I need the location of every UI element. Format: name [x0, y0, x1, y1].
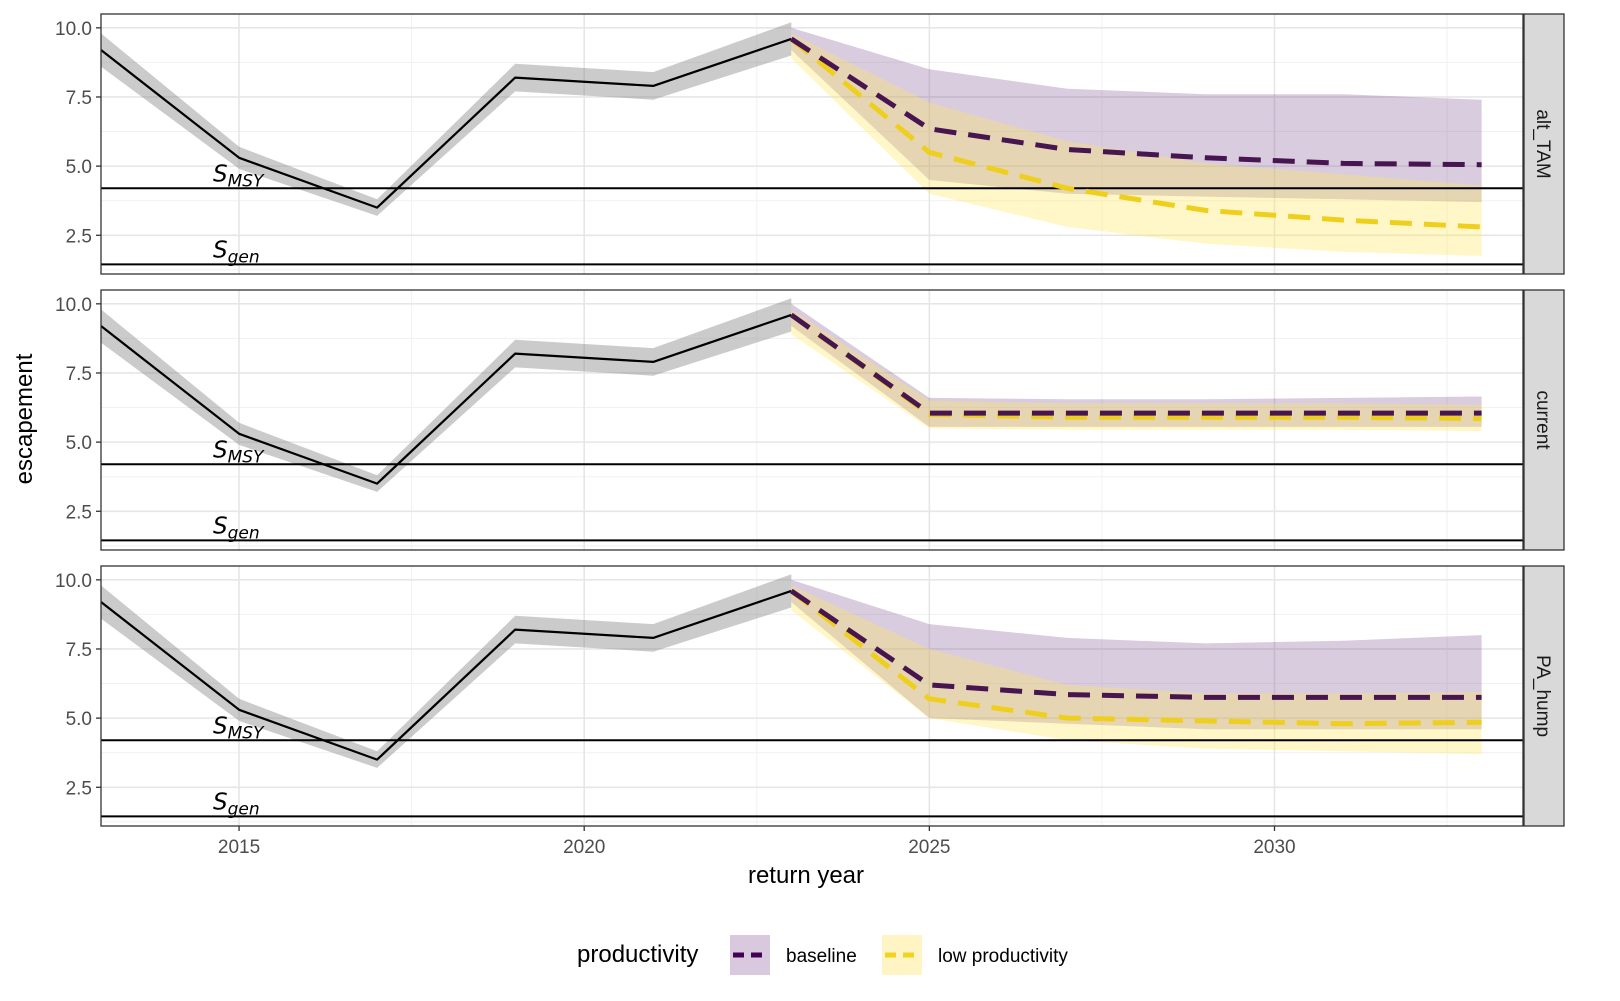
y-tick-label: 7.5	[66, 88, 92, 109]
ref-label-S_gen: Sgen	[213, 513, 260, 543]
x-tick-label: 2030	[1253, 837, 1295, 858]
ref-label-main: S	[213, 437, 228, 463]
facet-strip	[1523, 289, 1565, 551]
y-tick-label: 10.0	[55, 295, 92, 316]
facet-strip	[1523, 13, 1565, 275]
ribbon-baseline	[791, 579, 1482, 730]
ref-label-S_gen: Sgen	[213, 237, 260, 267]
y-tick-label: 2.5	[66, 502, 92, 523]
legend-title: productivity	[577, 941, 698, 968]
historical-ribbon	[101, 574, 792, 768]
ref-label-subscript: gen	[228, 799, 260, 819]
y-tick-label: 5.0	[66, 433, 92, 454]
ref-label-subscript: gen	[228, 523, 260, 543]
historical-line	[101, 589, 792, 761]
facet-strip-label: PA_hump	[1532, 655, 1553, 737]
x-tick-label: 2015	[218, 837, 260, 858]
ref-label-main: S	[213, 713, 228, 739]
panel-content	[101, 298, 1523, 542]
y-tick-label: 5.0	[66, 157, 92, 178]
line-baseline	[789, 36, 1482, 168]
y-axis-title: escapement	[11, 353, 38, 484]
ribbon-low-productivity	[791, 585, 1482, 755]
historical-line	[101, 37, 792, 209]
ref-label-S_MSY: SMSY	[213, 161, 265, 191]
ref-label-subscript: gen	[228, 247, 260, 267]
line-low-productivity	[789, 588, 1482, 727]
line-low-productivity	[789, 36, 1482, 230]
panel-content	[101, 574, 1523, 818]
line-baseline	[789, 312, 1482, 416]
x-tick-label: 2020	[563, 837, 605, 858]
x-axis-title: return year	[748, 862, 864, 889]
y-tick-label: 2.5	[66, 778, 92, 799]
panel-background	[101, 14, 1523, 274]
x-axis: 2015 2020 2025 2030	[218, 826, 1296, 858]
x-tick-label: 2025	[908, 837, 950, 858]
ref-label-S_gen: Sgen	[213, 789, 260, 819]
panel-border	[100, 565, 1524, 827]
ref-label-S_MSY: SMSY	[213, 437, 265, 467]
line-baseline	[789, 588, 1482, 700]
ribbon-baseline	[791, 27, 1482, 203]
legend-label: baseline	[786, 946, 857, 967]
ref-label-main: S	[213, 161, 228, 187]
y-tick-label: 5.0	[66, 709, 92, 730]
facet-strip-label: current	[1532, 390, 1553, 450]
ref-label-subscript: MSY	[228, 723, 265, 743]
y-tick-label: 2.5	[66, 226, 92, 247]
ref-label-main: S	[213, 789, 228, 815]
y-tick-label: 10.0	[55, 19, 92, 40]
ref-label-S_MSY: SMSY	[213, 713, 265, 743]
y-tick-label: 7.5	[66, 364, 92, 385]
historical-ribbon	[101, 22, 792, 216]
ribbon-low-productivity	[791, 33, 1482, 257]
panel-background	[101, 290, 1523, 550]
legend-item-low-productivity: low productivity	[882, 935, 1068, 975]
ref-label-subscript: MSY	[228, 171, 265, 191]
ref-label-main: S	[213, 237, 228, 263]
historical-line	[101, 313, 792, 485]
panels-layer: SMSYSgen2.55.07.510.0alt_TAMSMSYSgen2.55…	[55, 13, 1565, 827]
panel-border	[100, 289, 1524, 551]
facet-strip-label: alt_TAM	[1532, 109, 1553, 178]
legend-item-baseline: baseline	[730, 935, 857, 975]
y-tick-label: 7.5	[66, 640, 92, 661]
historical-ribbon	[101, 298, 792, 492]
legend-label: low productivity	[938, 946, 1068, 967]
legend: productivity baseline low productivity	[577, 935, 1068, 975]
ref-label-subscript: MSY	[228, 447, 265, 467]
ref-label-main: S	[213, 513, 228, 539]
y-tick-label: 10.0	[55, 571, 92, 592]
panel-border	[100, 13, 1524, 275]
panel-content	[101, 22, 1523, 266]
facet-strip	[1523, 565, 1565, 827]
